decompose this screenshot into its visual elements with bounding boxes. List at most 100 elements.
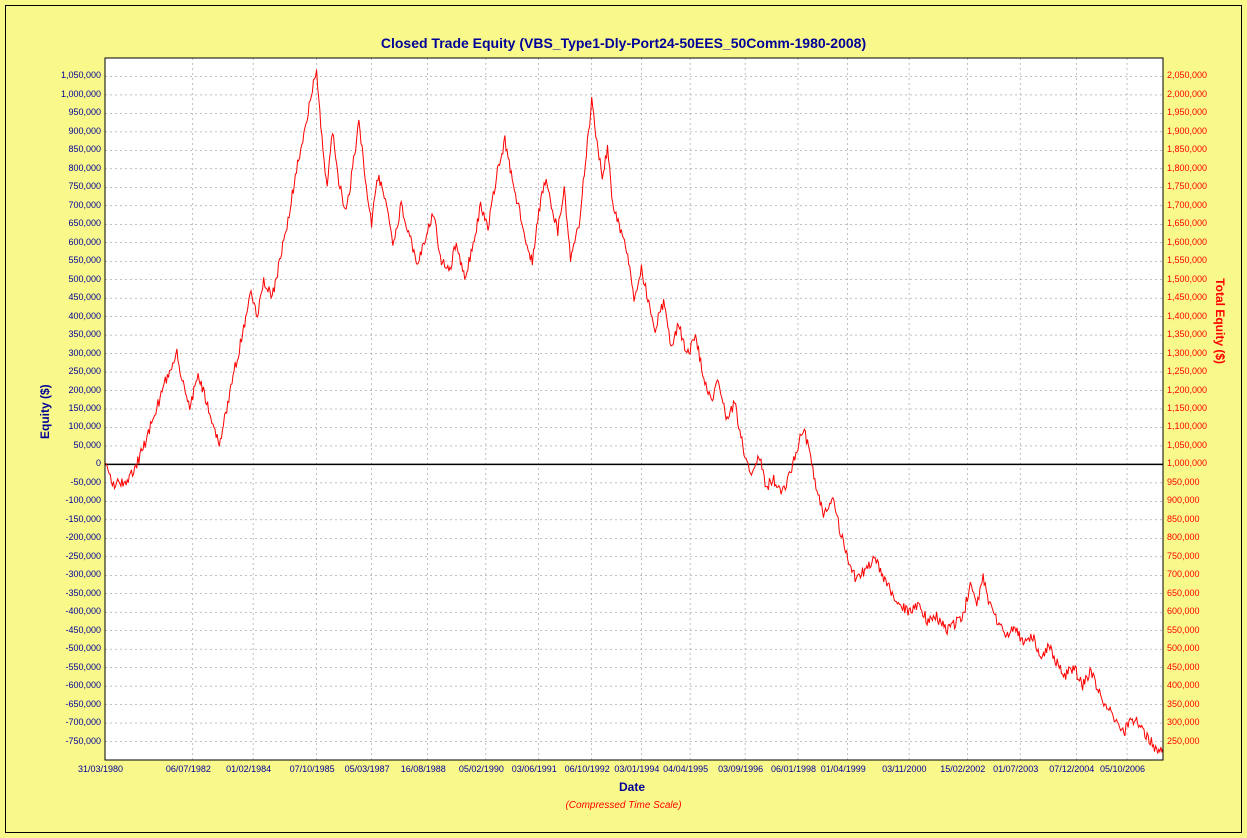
y-right-tick-label: 1,850,000 bbox=[1167, 144, 1207, 154]
y-right-axis-label: Total Equity ($) bbox=[1213, 278, 1227, 364]
y-left-tick-label: 0 bbox=[96, 458, 101, 468]
y-left-tick-label: -200,000 bbox=[65, 532, 101, 542]
y-left-tick-label: 900,000 bbox=[68, 126, 101, 136]
y-right-tick-label: 1,300,000 bbox=[1167, 348, 1207, 358]
y-right-tick-label: 700,000 bbox=[1167, 569, 1200, 579]
x-axis-label: Date bbox=[619, 780, 645, 794]
y-left-tick-label: -100,000 bbox=[65, 495, 101, 505]
y-right-tick-label: 1,750,000 bbox=[1167, 181, 1207, 191]
y-right-tick-label: 1,700,000 bbox=[1167, 200, 1207, 210]
y-left-tick-label: -550,000 bbox=[65, 662, 101, 672]
y-left-tick-label: 600,000 bbox=[68, 237, 101, 247]
y-left-tick-label: 400,000 bbox=[68, 311, 101, 321]
x-tick-label: 05/10/2006 bbox=[1100, 764, 1145, 774]
x-tick-label: 03/11/2000 bbox=[882, 764, 926, 774]
y-right-tick-label: 850,000 bbox=[1167, 514, 1200, 524]
x-tick-label: 05/02/1990 bbox=[459, 764, 504, 774]
x-tick-label: 01/04/1999 bbox=[821, 764, 866, 774]
chart-subtitle: (Compressed Time Scale) bbox=[0, 800, 1247, 811]
y-left-tick-label: 350,000 bbox=[68, 329, 101, 339]
y-left-tick-label: -600,000 bbox=[65, 680, 101, 690]
y-right-tick-label: 750,000 bbox=[1167, 551, 1200, 561]
y-right-tick-label: 1,250,000 bbox=[1167, 366, 1207, 376]
y-right-tick-label: 1,000,000 bbox=[1167, 458, 1207, 468]
y-left-tick-label: -700,000 bbox=[65, 717, 101, 727]
y-right-tick-label: 950,000 bbox=[1167, 477, 1200, 487]
y-left-tick-label: 100,000 bbox=[68, 421, 101, 431]
y-left-tick-label: -50,000 bbox=[70, 477, 101, 487]
x-tick-label: 03/09/1996 bbox=[718, 764, 763, 774]
y-left-axis-label: Equity ($) bbox=[38, 384, 52, 439]
y-left-tick-label: -500,000 bbox=[65, 643, 101, 653]
y-left-tick-label: -350,000 bbox=[65, 588, 101, 598]
y-left-tick-label: 800,000 bbox=[68, 163, 101, 173]
y-right-tick-label: 900,000 bbox=[1167, 495, 1200, 505]
y-right-tick-label: 1,950,000 bbox=[1167, 107, 1207, 117]
y-right-tick-label: 1,200,000 bbox=[1167, 385, 1207, 395]
y-left-tick-label: 950,000 bbox=[68, 107, 101, 117]
x-tick-label: 15/02/2002 bbox=[940, 764, 985, 774]
x-tick-label: 07/10/1985 bbox=[290, 764, 335, 774]
y-left-tick-label: 750,000 bbox=[68, 181, 101, 191]
y-left-tick-label: 550,000 bbox=[68, 255, 101, 265]
y-left-tick-label: 1,050,000 bbox=[61, 70, 101, 80]
y-right-tick-label: 1,650,000 bbox=[1167, 218, 1207, 228]
y-left-tick-label: 150,000 bbox=[68, 403, 101, 413]
x-tick-label: 03/01/1994 bbox=[614, 764, 659, 774]
y-right-tick-label: 1,350,000 bbox=[1167, 329, 1207, 339]
y-right-tick-label: 550,000 bbox=[1167, 625, 1200, 635]
y-right-tick-label: 1,500,000 bbox=[1167, 274, 1207, 284]
y-left-tick-label: -450,000 bbox=[65, 625, 101, 635]
y-left-tick-label: -400,000 bbox=[65, 606, 101, 616]
y-right-tick-label: 1,800,000 bbox=[1167, 163, 1207, 173]
y-left-tick-label: -750,000 bbox=[65, 736, 101, 746]
y-left-tick-label: 250,000 bbox=[68, 366, 101, 376]
x-tick-label: 04/04/1995 bbox=[663, 764, 708, 774]
y-left-tick-label: 1,000,000 bbox=[61, 89, 101, 99]
x-tick-label: 01/02/1984 bbox=[226, 764, 271, 774]
y-right-tick-label: 1,600,000 bbox=[1167, 237, 1207, 247]
y-left-tick-label: 500,000 bbox=[68, 274, 101, 284]
y-right-tick-label: 400,000 bbox=[1167, 680, 1200, 690]
y-right-tick-label: 1,900,000 bbox=[1167, 126, 1207, 136]
y-left-tick-label: 300,000 bbox=[68, 348, 101, 358]
y-right-tick-label: 2,050,000 bbox=[1167, 70, 1207, 80]
x-tick-label: 07/12/2004 bbox=[1049, 764, 1094, 774]
x-tick-label: 16/08/1988 bbox=[401, 764, 446, 774]
y-right-tick-label: 250,000 bbox=[1167, 736, 1200, 746]
x-tick-label: 01/07/2003 bbox=[993, 764, 1038, 774]
y-right-tick-label: 1,400,000 bbox=[1167, 311, 1207, 321]
y-right-tick-label: 2,000,000 bbox=[1167, 89, 1207, 99]
y-left-tick-label: -250,000 bbox=[65, 551, 101, 561]
chart-root: Closed Trade Equity (VBS_Type1-Dly-Port2… bbox=[0, 0, 1247, 838]
y-left-tick-label: -150,000 bbox=[65, 514, 101, 524]
y-left-tick-label: 700,000 bbox=[68, 200, 101, 210]
y-right-tick-label: 450,000 bbox=[1167, 662, 1200, 672]
y-left-tick-label: 450,000 bbox=[68, 292, 101, 302]
y-right-tick-label: 500,000 bbox=[1167, 643, 1200, 653]
y-left-tick-label: -300,000 bbox=[65, 569, 101, 579]
y-right-tick-label: 1,150,000 bbox=[1167, 403, 1207, 413]
y-left-tick-label: 650,000 bbox=[68, 218, 101, 228]
y-right-tick-label: 650,000 bbox=[1167, 588, 1200, 598]
y-left-tick-label: 50,000 bbox=[73, 440, 101, 450]
y-left-tick-label: 200,000 bbox=[68, 385, 101, 395]
y-left-tick-label: 850,000 bbox=[68, 144, 101, 154]
y-right-tick-label: 800,000 bbox=[1167, 532, 1200, 542]
x-tick-label: 05/03/1987 bbox=[345, 764, 390, 774]
x-tick-label: 06/07/1982 bbox=[166, 764, 211, 774]
y-right-tick-label: 350,000 bbox=[1167, 699, 1200, 709]
y-right-tick-label: 1,450,000 bbox=[1167, 292, 1207, 302]
y-right-tick-label: 600,000 bbox=[1167, 606, 1200, 616]
x-tick-label: 03/06/1991 bbox=[512, 764, 557, 774]
x-tick-label: 06/10/1992 bbox=[565, 764, 610, 774]
y-right-tick-label: 1,050,000 bbox=[1167, 440, 1207, 450]
plot-svg bbox=[0, 0, 1247, 838]
y-left-tick-label: -650,000 bbox=[65, 699, 101, 709]
y-right-tick-label: 1,550,000 bbox=[1167, 255, 1207, 265]
plot-area bbox=[105, 58, 1163, 760]
x-tick-label: 06/01/1998 bbox=[771, 764, 816, 774]
y-right-tick-label: 1,100,000 bbox=[1167, 421, 1207, 431]
x-tick-label: 31/03/1980 bbox=[78, 764, 123, 774]
y-right-tick-label: 300,000 bbox=[1167, 717, 1200, 727]
